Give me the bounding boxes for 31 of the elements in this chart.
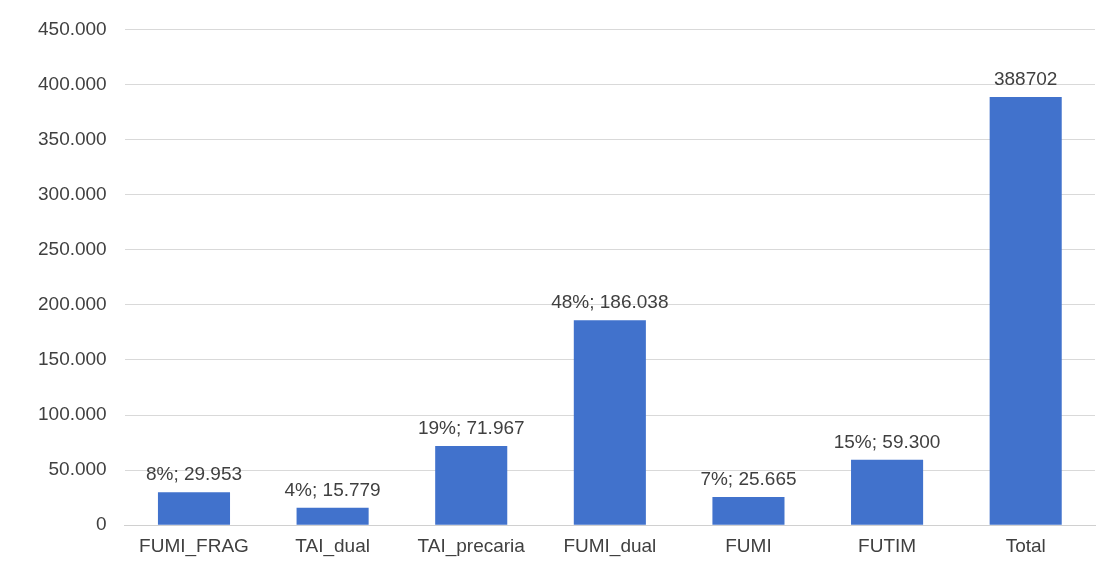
data-label: 8%; 29.953	[145, 462, 243, 484]
x-tick-label: FUMI_FRAG	[139, 534, 249, 557]
data-label: 4%; 15.779	[284, 478, 381, 500]
x-tick-label: FUTIM	[858, 534, 917, 556]
bar	[573, 320, 646, 525]
y-tick-label: 50.000	[48, 458, 107, 480]
data-label: 19%; 71.967	[417, 416, 525, 438]
data-label: 15%; 59.300	[833, 430, 941, 452]
bar	[712, 496, 785, 525]
y-tick-label: 400.000	[37, 72, 107, 94]
bar	[989, 96, 1062, 525]
bar	[157, 492, 231, 525]
x-tick-label: FUMI	[725, 534, 772, 556]
bar	[851, 459, 924, 525]
x-tick-label: Total	[1005, 534, 1046, 556]
bar	[435, 445, 508, 525]
data-label: 388702	[993, 67, 1058, 89]
data-label: 7%; 25.665	[700, 467, 797, 489]
y-tick-label: 150.000	[37, 348, 107, 370]
y-tick-label: 200.000	[37, 293, 107, 315]
data-label: 48%; 186.038	[551, 290, 669, 312]
y-tick-label: 250.000	[37, 237, 107, 259]
y-tick-label: 0	[96, 513, 107, 535]
y-tick-label: 350.000	[37, 127, 107, 149]
x-tick-label: TAI_precaria	[417, 534, 526, 557]
x-tick-label: TAI_dual	[295, 534, 370, 557]
bar	[296, 507, 369, 525]
y-tick-label: 100.000	[37, 403, 107, 425]
x-tick-label: FUMI_dual	[563, 534, 657, 557]
y-tick-label: 300.000	[37, 182, 107, 204]
y-tick-label: 450.000	[37, 17, 107, 39]
